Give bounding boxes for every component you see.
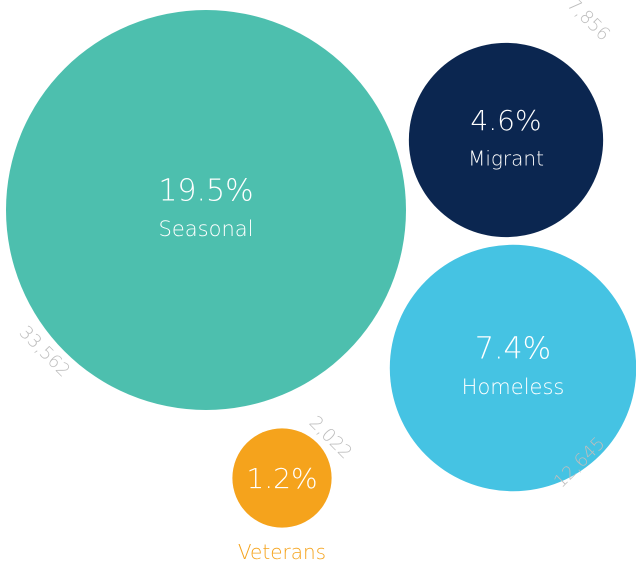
value-label: 7.4%	[475, 332, 551, 367]
bubble	[408, 42, 604, 238]
value-label: 19.5%	[158, 174, 253, 209]
bubble	[389, 244, 636, 492]
category-label: Veterans	[238, 540, 326, 564]
value-label: 1.2%	[246, 462, 317, 495]
value-label: 4.6%	[470, 104, 541, 137]
bubble	[232, 428, 332, 528]
category-label: Homeless	[462, 375, 565, 399]
category-label: Migrant	[468, 147, 544, 171]
bubble	[6, 10, 406, 410]
count-label: 7,856	[563, 0, 614, 45]
category-label: Seasonal	[159, 217, 254, 241]
